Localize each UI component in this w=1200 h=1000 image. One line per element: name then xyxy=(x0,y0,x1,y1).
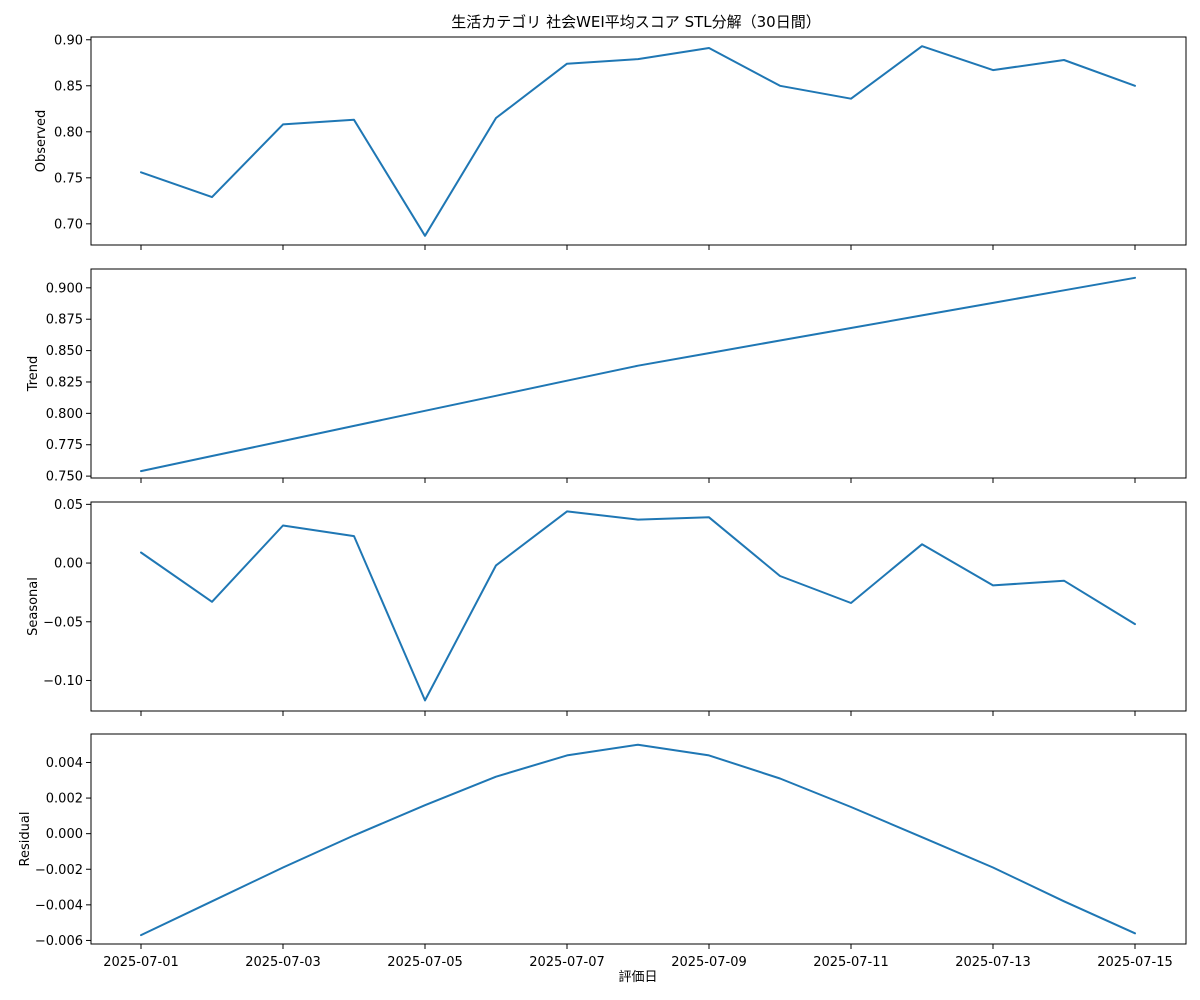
panel-trend: 0.750 0.775 0.800 0.825 0.850 0.875 0.900 Trend xyxy=(26,268,1187,485)
plot-frame xyxy=(90,36,1187,246)
series-line-residual xyxy=(140,743,1136,937)
y-tick-label: −0.004 xyxy=(35,898,83,913)
y-tick-label: −0.05 xyxy=(43,615,83,630)
x-tick-label: 2025-07-11 xyxy=(813,955,889,970)
series-line-seasonal xyxy=(140,510,1136,702)
y-axis-label: Residual xyxy=(18,812,33,867)
x-axis-label: 評価日 xyxy=(618,970,657,985)
y-tick-label: 0.900 xyxy=(46,281,83,296)
y-tick-label: −0.002 xyxy=(35,863,83,878)
y-tick-label: 0.875 xyxy=(46,313,83,328)
x-tick-label: 2025-07-09 xyxy=(671,955,747,970)
chart-title: 生活カテゴリ 社会WEI平均スコア STL分解（30日間） xyxy=(451,13,820,31)
y-tick-label: 0.00 xyxy=(54,557,83,572)
y-tick-label: 0.004 xyxy=(46,756,83,771)
y-tick-label: 0.80 xyxy=(54,125,83,140)
panel-observed: 0.70 0.75 0.80 0.85 0.90 Observed xyxy=(34,33,1187,250)
panel-residual: −0.006 −0.004 −0.002 0.000 0.002 0.004 Residua… xyxy=(18,733,1187,949)
y-axis-label: Seasonal xyxy=(26,577,41,636)
y-tick-label: 0.05 xyxy=(54,498,83,513)
y-tick-label: 0.775 xyxy=(46,438,83,453)
plot-frame xyxy=(90,501,1187,712)
x-tick-label: 2025-07-01 xyxy=(103,955,179,970)
y-tick-label: 0.800 xyxy=(46,407,83,422)
y-tick-label: 0.70 xyxy=(54,217,83,232)
y-tick-label: −0.10 xyxy=(43,674,83,689)
x-tick-label: 2025-07-13 xyxy=(955,955,1031,970)
y-tick-label: 0.850 xyxy=(46,344,83,359)
x-tick-label: 2025-07-03 xyxy=(245,955,321,970)
y-tick-label: 0.75 xyxy=(54,171,83,186)
x-tick-label: 2025-07-15 xyxy=(1097,955,1173,970)
plot-frame xyxy=(90,733,1187,945)
series-line-observed xyxy=(140,45,1136,237)
x-tick-label: 2025-07-07 xyxy=(529,955,605,970)
y-tick-label: 0.85 xyxy=(54,79,83,94)
y-tick-label: 0.825 xyxy=(46,375,83,390)
plot-frame xyxy=(90,268,1187,479)
y-tick-label: 0.90 xyxy=(54,33,83,48)
y-tick-label: −0.006 xyxy=(35,934,83,949)
series-line-trend xyxy=(140,276,1136,473)
y-axis-label: Observed xyxy=(34,110,49,173)
y-axis-label: Trend xyxy=(26,356,41,393)
panel-seasonal: −0.10 −0.05 0.00 0.05 Seasonal xyxy=(26,498,1187,716)
x-tick-label: 2025-07-05 xyxy=(387,955,463,970)
y-tick-label: 0.000 xyxy=(46,827,83,842)
y-tick-label: 0.002 xyxy=(46,792,83,807)
y-tick-label: 0.750 xyxy=(46,470,83,485)
